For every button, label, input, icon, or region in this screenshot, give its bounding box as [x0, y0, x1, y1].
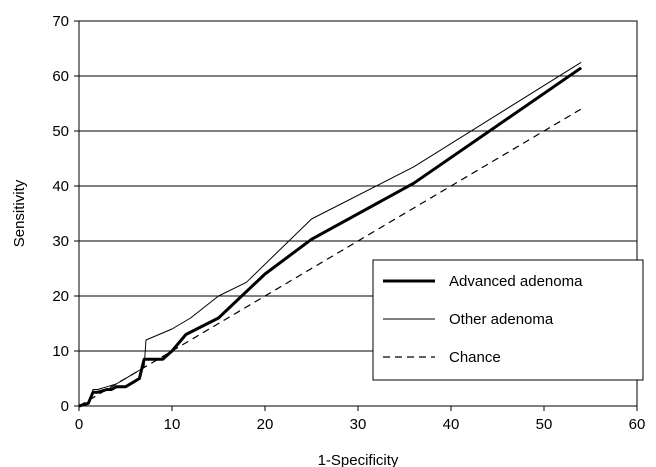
- legend: Advanced adenoma Other adenoma Chance: [372, 259, 644, 381]
- x-tick-label: 20: [257, 416, 274, 433]
- series-lines: [78, 61, 583, 408]
- y-tick-label: 10: [52, 343, 69, 360]
- series-line-3: [78, 108, 582, 407]
- x-axis-ticks: 0 10 20 30 40 50 60: [75, 406, 646, 433]
- x-tick-label: 50: [536, 416, 553, 433]
- y-axis-ticks: 0 10 20 30 40 50 60 70: [52, 13, 79, 415]
- x-tick-label: 30: [350, 416, 367, 433]
- y-tick-label: 40: [52, 178, 69, 195]
- y-tick-label: 60: [52, 68, 69, 85]
- x-tick-label: 10: [164, 416, 181, 433]
- y-axis-title: Sensitivity: [11, 179, 28, 247]
- y-tick-label: 30: [52, 233, 69, 250]
- y-tick-label: 0: [61, 398, 69, 415]
- legend-label: Other adenoma: [449, 311, 554, 328]
- x-axis-title: 1-Specificity: [318, 452, 399, 467]
- y-tick-label: 70: [52, 13, 69, 30]
- legend-label: Advanced adenoma: [449, 273, 583, 290]
- x-tick-label: 0: [75, 416, 83, 433]
- legend-label: Chance: [449, 349, 501, 366]
- y-tick-label: 50: [52, 123, 69, 140]
- y-tick-label: 20: [52, 288, 69, 305]
- x-tick-label: 40: [443, 416, 460, 433]
- x-tick-label: 60: [629, 416, 646, 433]
